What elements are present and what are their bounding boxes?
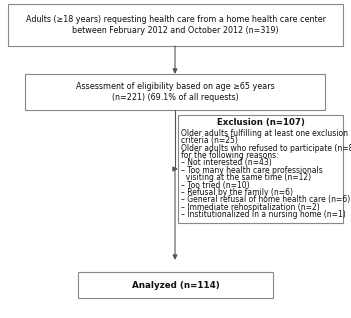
Text: for the following reasons:: for the following reasons: <box>181 151 279 160</box>
Text: – Institutionalized in a nursing home (n=1): – Institutionalized in a nursing home (n… <box>181 210 346 219</box>
Bar <box>25 74 325 110</box>
Bar <box>178 115 343 223</box>
Text: Assessment of eligibility based on age ≥65 years
(n=221) (69.1% of all requests): Assessment of eligibility based on age ≥… <box>75 82 274 102</box>
Bar <box>8 4 343 46</box>
Text: Exclusion (n=107): Exclusion (n=107) <box>217 117 304 127</box>
Text: criteria (n=25): criteria (n=25) <box>181 136 238 145</box>
Text: Adults (≥18 years) requesting health care from a home health care center
between: Adults (≥18 years) requesting health car… <box>26 15 325 35</box>
Text: visiting at the same time (n=12): visiting at the same time (n=12) <box>181 173 311 182</box>
Text: Analyzed (n=114): Analyzed (n=114) <box>132 280 219 289</box>
Text: – Not interested (n=43): – Not interested (n=43) <box>181 158 272 167</box>
Bar <box>78 272 273 298</box>
Text: Older adults fulfilling at least one exclusion: Older adults fulfilling at least one exc… <box>181 129 348 138</box>
Text: – General refusal of home health care (n=6): – General refusal of home health care (n… <box>181 196 350 204</box>
Text: – Refusal by the family (n=6): – Refusal by the family (n=6) <box>181 188 293 197</box>
Text: – Immediate rehospitalization (n=2): – Immediate rehospitalization (n=2) <box>181 203 320 212</box>
Text: – Too tried (n=10): – Too tried (n=10) <box>181 181 250 190</box>
Text: Older adults who refused to participate (n=82): Older adults who refused to participate … <box>181 143 351 153</box>
Text: – Too many health care professionals: – Too many health care professionals <box>181 166 323 175</box>
